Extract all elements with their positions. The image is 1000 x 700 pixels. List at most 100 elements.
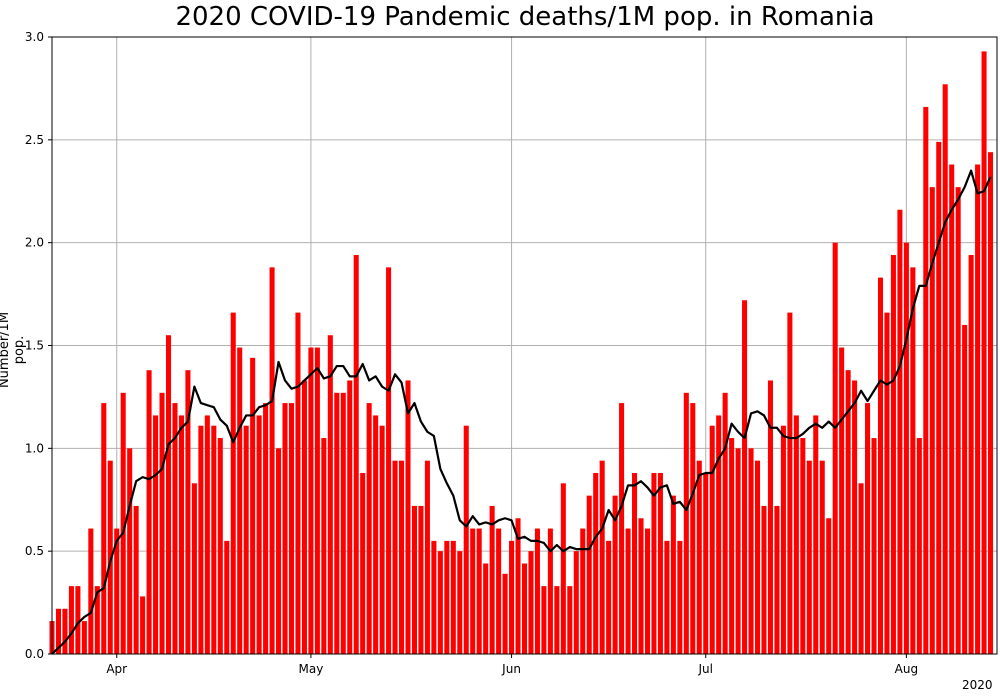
x-tick-label: Jul: [697, 662, 712, 676]
bar: [55, 608, 61, 654]
bar: [133, 505, 139, 654]
bar: [243, 425, 249, 654]
bar: [606, 540, 612, 654]
bar: [832, 242, 838, 655]
bar: [489, 505, 495, 654]
bar: [865, 403, 871, 654]
bar: [787, 312, 793, 654]
bar: [107, 460, 113, 654]
bar: [560, 483, 566, 654]
bar: [593, 473, 599, 654]
bar: [360, 473, 366, 654]
bar: [638, 518, 644, 654]
bar: [748, 448, 754, 654]
bar: [923, 106, 929, 655]
bar: [612, 495, 618, 654]
bar: [644, 528, 651, 654]
bar: [178, 415, 184, 654]
bar: [282, 403, 288, 654]
x-tick-label: May: [298, 662, 323, 676]
bar: [334, 392, 340, 654]
bar: [988, 152, 994, 655]
bar: [852, 380, 858, 654]
bar: [418, 505, 424, 654]
bar: [858, 483, 864, 654]
bar: [276, 448, 282, 654]
bar: [690, 403, 696, 654]
bar: [910, 267, 916, 654]
bar: [890, 255, 896, 654]
bar: [399, 460, 405, 654]
bar: [877, 277, 884, 654]
bar: [916, 438, 922, 654]
bar: [528, 551, 534, 654]
bar: [962, 324, 968, 654]
bar: [75, 586, 81, 654]
bar: [347, 380, 353, 654]
bar: [450, 540, 456, 654]
bar: [165, 335, 172, 654]
bar: [968, 255, 974, 654]
bar: [153, 415, 159, 654]
bar: [120, 392, 126, 654]
bar: [884, 312, 890, 654]
bar: [392, 460, 398, 654]
bar: [444, 540, 450, 654]
bar: [670, 495, 676, 654]
bar: [263, 403, 269, 654]
bar: [813, 415, 819, 654]
bar: [761, 505, 767, 654]
y-tick-label: 0.5: [25, 544, 44, 558]
bar: [256, 415, 262, 654]
bar: [211, 425, 217, 654]
bar: [127, 448, 133, 654]
bar: [580, 528, 586, 654]
x-tick-label: Apr: [106, 662, 127, 676]
bar: [806, 460, 812, 654]
bar: [483, 563, 489, 654]
bar: [386, 267, 392, 654]
bar: [321, 438, 327, 654]
bar: [729, 438, 735, 654]
bar: [722, 392, 728, 654]
bar: [94, 586, 100, 654]
bar: [476, 528, 482, 654]
bar: [839, 347, 845, 654]
bar: [185, 370, 191, 654]
bar: [172, 403, 178, 654]
bar: [230, 312, 236, 654]
bar: [457, 551, 463, 654]
bar: [463, 425, 469, 654]
bar: [677, 540, 683, 654]
x-tick-label: Jun: [501, 662, 521, 676]
bar: [217, 438, 223, 654]
bar: [101, 403, 107, 654]
bar: [198, 425, 204, 654]
bar: [288, 403, 295, 654]
bar: [975, 164, 981, 654]
bar: [735, 448, 741, 654]
bar: [903, 242, 909, 655]
bar: [696, 460, 702, 654]
tick-layer: 0.0 0.5 1.0 1.5 2.0 2.5 3.0 Apr May Jun Jul Aug: [25, 30, 918, 676]
bar: [942, 84, 948, 655]
bar: [114, 528, 120, 654]
chart-title: 2020 COVID-19 Pandemic deaths/1M pop. in…: [175, 2, 875, 32]
bar: [709, 425, 715, 654]
bar: [632, 473, 638, 654]
bar: [929, 187, 935, 654]
bar: [573, 551, 579, 654]
bar: [366, 403, 372, 654]
bar: [716, 415, 722, 654]
bar: [800, 438, 806, 654]
bar: [191, 483, 197, 654]
bar: [340, 392, 346, 654]
bar: [411, 505, 417, 654]
bar: [567, 586, 573, 654]
bar: [301, 380, 307, 654]
bar: [664, 540, 670, 654]
bar: [424, 460, 430, 654]
bar: [774, 505, 780, 654]
moving-average-line: [51, 169, 992, 655]
bar: [437, 551, 443, 654]
